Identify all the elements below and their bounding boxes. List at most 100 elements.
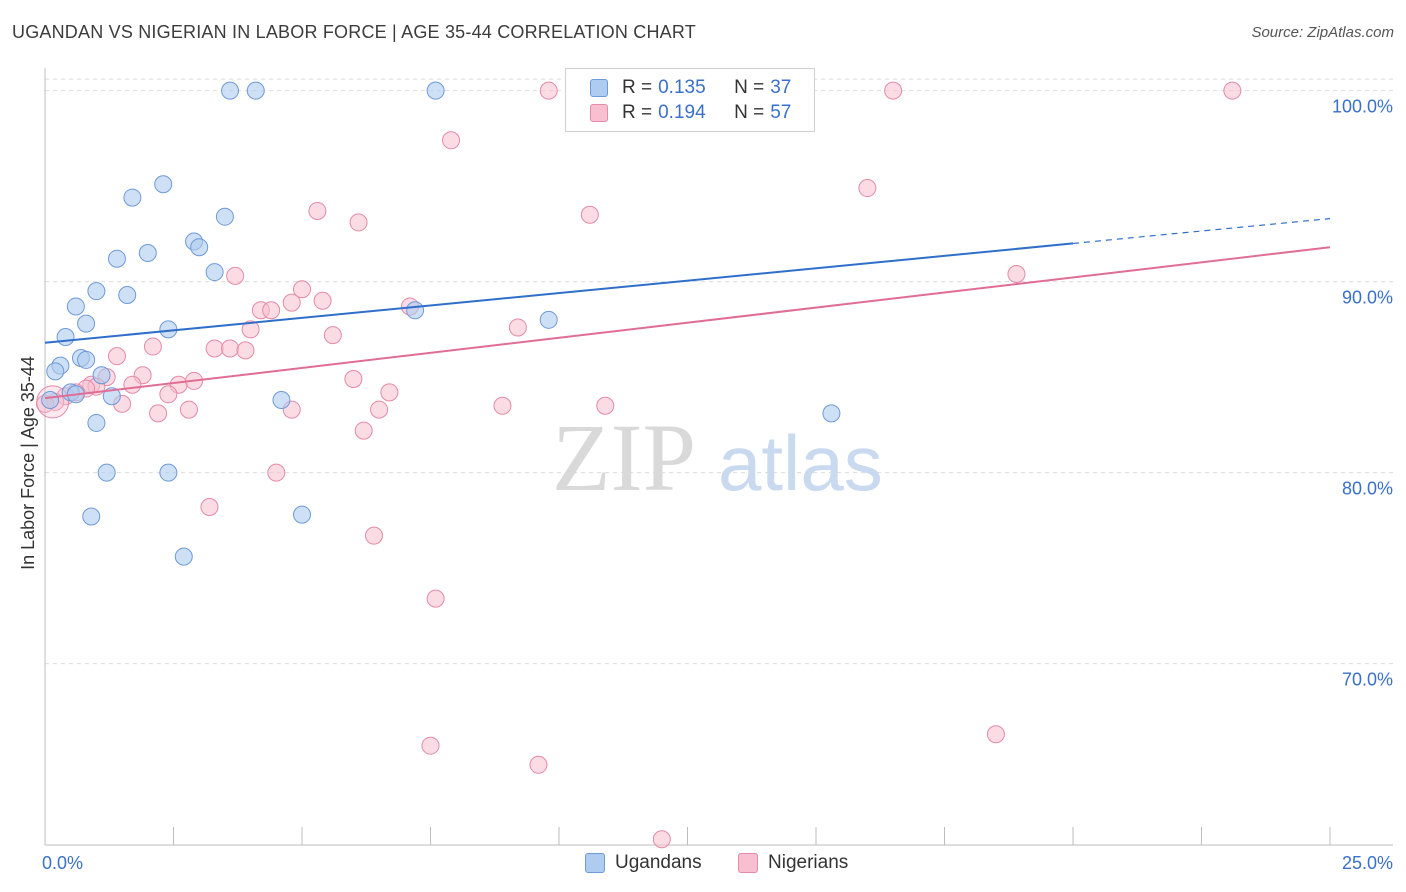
nigerians-point: [236, 341, 255, 360]
nigerians-point: [421, 736, 440, 755]
nigerians-point: [226, 266, 245, 285]
y-tick-label: 80.0%: [1342, 479, 1393, 499]
nigerians-point: [159, 385, 178, 404]
legend-n-label: N =: [734, 102, 765, 123]
watermark-zip: ZIP: [552, 404, 696, 511]
nigerians-r-value: 0.194: [658, 102, 706, 123]
ugandans-n-value: 37: [770, 77, 792, 98]
axes: [44, 68, 1393, 846]
ugandans-trend-line: [44, 242, 1074, 344]
ugandans-point: [87, 282, 106, 301]
nigerians-swatch: [590, 104, 608, 122]
legend-r-label: R =: [622, 77, 653, 98]
legend-row-nigerians: R = 0.194 N = 57: [590, 102, 791, 124]
nigerians-point: [442, 131, 461, 150]
nigerians-point: [1007, 264, 1026, 283]
tick-labels: 70.0% 80.0% 90.0% 100.0% 0.0% 25.0%: [42, 97, 1393, 873]
nigerians-point: [1223, 81, 1242, 100]
nigerians-point: [149, 404, 168, 423]
legend-n-label: N =: [734, 77, 765, 98]
ugandans-point: [539, 310, 558, 329]
nigerians-point: [221, 339, 240, 358]
nigerians-point: [267, 463, 286, 482]
y-tick-label: 90.0%: [1342, 288, 1393, 308]
nigerians-point: [529, 755, 548, 774]
nigerians-point: [179, 400, 198, 419]
nigerians-point: [370, 400, 389, 419]
nigerians-point: [884, 81, 903, 100]
nigerians-point: [349, 213, 368, 232]
nigerians-point: [493, 396, 512, 415]
nigerians-point: [143, 337, 162, 356]
nigerians-legend-label: Nigerians: [768, 852, 849, 873]
nigerians-point: [308, 201, 327, 220]
nigerians-point: [323, 326, 342, 345]
legend-item-nigerians: Nigerians: [738, 852, 848, 874]
ugandans-point: [66, 297, 85, 316]
nigerians-point: [313, 291, 332, 310]
trend-lines: [44, 218, 1331, 400]
ugandans-legend-label: Ugandans: [615, 852, 702, 873]
legend-item-ugandans: Ugandans: [585, 852, 702, 874]
ugandans-point: [215, 207, 234, 226]
ugandans-point: [97, 463, 116, 482]
ugandans-point: [246, 81, 265, 100]
nigerians-point: [986, 725, 1005, 744]
ugandans-point: [426, 81, 445, 100]
x-tick-label: 0.0%: [42, 853, 83, 873]
nigerians-point: [123, 375, 142, 394]
ugandans-point: [77, 350, 96, 369]
ugandans-r-value: 0.135: [658, 77, 706, 98]
ugandans-point: [190, 238, 209, 257]
y-tick-label: 70.0%: [1342, 670, 1393, 690]
nigerians-point: [200, 497, 219, 516]
correlation-legend: R = 0.135 N = 37 R = 0.194 N = 57: [565, 68, 815, 132]
watermark-atlas: atlas: [718, 419, 883, 507]
ugandans-point: [293, 505, 311, 524]
nigerians-point: [596, 396, 615, 415]
ugandans-point: [159, 463, 178, 482]
series-legend: Ugandans Nigerians: [0, 852, 1406, 878]
nigerians-point: [354, 421, 373, 440]
ugandans-point: [87, 413, 106, 432]
ugandans-point: [56, 328, 75, 347]
nigerians-point: [205, 339, 224, 358]
ugandans-point: [154, 175, 173, 194]
nigerians-point: [262, 301, 281, 320]
nigerians-point: [282, 293, 301, 312]
ugandans-point: [118, 285, 137, 304]
x-tick-label: 25.0%: [1342, 853, 1393, 873]
ugandans-swatch: [590, 79, 608, 97]
y-axis-label: In Labor Force | Age 35-44: [18, 356, 38, 570]
ugandans-point: [92, 366, 111, 385]
source-label: Source: ZipAtlas.com: [1251, 24, 1394, 41]
ugandans-point: [107, 249, 126, 268]
nigerians-point: [858, 179, 877, 198]
ugandans-legend-swatch: [585, 853, 605, 873]
nigerians-point: [380, 383, 399, 402]
legend-row-ugandans: R = 0.135 N = 37: [590, 77, 791, 99]
nigerians-point: [241, 320, 260, 339]
nigerians-point: [508, 318, 527, 337]
ugandans-point: [822, 404, 841, 423]
legend-r-label: R =: [622, 102, 653, 123]
nigerians-point: [652, 830, 671, 849]
nigerians-point: [344, 370, 363, 389]
nigerians-point: [580, 205, 599, 224]
nigerians-point: [426, 589, 445, 608]
ugandans-trend-extension: [1072, 218, 1331, 245]
ugandans-point: [138, 243, 157, 262]
nigerians-point: [364, 526, 383, 545]
ugandans-point: [406, 301, 425, 320]
ugandans-point: [123, 188, 142, 207]
gridlines: [45, 78, 1395, 665]
nigerians-trend-line: [44, 246, 1331, 400]
ugandans-point: [102, 387, 121, 406]
ugandans-point: [205, 263, 224, 282]
chart-title: UGANDAN VS NIGERIAN IN LABOR FORCE | AGE…: [12, 22, 696, 42]
y-tick-label: 100.0%: [1332, 97, 1393, 117]
ugandans-points: [41, 81, 841, 566]
ugandans-point: [174, 547, 193, 566]
ugandans-point: [77, 314, 96, 333]
